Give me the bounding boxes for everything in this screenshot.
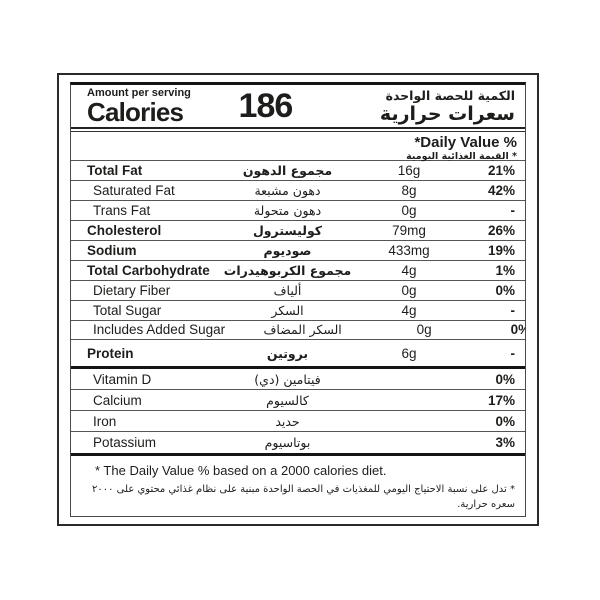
nutrient-row-calcium: Calcium كالسيوم 17% — [71, 390, 525, 412]
nutrition-table: Amount per serving Calories 186 الكمية ل… — [70, 82, 526, 517]
nutrient-percent: - — [510, 202, 516, 218]
nutrient-row-protein: Protein بروتين 6g - — [71, 340, 525, 366]
nutrient-name-ar: مجموع الكربوهيدرات — [223, 262, 352, 278]
nutrient-amount: 16g — [397, 162, 421, 178]
nutrient-name-ar: السكر — [271, 302, 304, 318]
footnotes: * The Daily Value % based on a 2000 calo… — [71, 456, 525, 516]
nutrient-name-en: Cholesterol — [87, 222, 162, 238]
calories-header-en: Amount per serving Calories — [87, 87, 191, 127]
nutrient-percent: 42% — [487, 182, 515, 198]
nutrient-percent: 1% — [495, 262, 515, 278]
nutrient-name-ar: دهون مشبعة — [254, 182, 321, 198]
nutrient-percent: 21% — [487, 162, 515, 178]
calories-label-en: Calories — [87, 97, 184, 127]
nutrient-row-vitamin-d: Vitamin D فيتامين (دي) 0% — [71, 369, 525, 391]
nutrient-name-ar: بروتين — [266, 345, 309, 361]
nutrient-row-total-fat: Total Fat مجموع الدهون 16g 21% — [71, 161, 525, 181]
nutrient-row-total-carbohydrate: Total Carbohydrate مجموع الكربوهيدرات 4g… — [71, 261, 525, 281]
nutrient-amount: 4g — [401, 262, 417, 278]
header-divider — [71, 127, 525, 132]
calories-header-ar: الكمية للحصة الواحدة سعرات حرارية — [380, 88, 515, 125]
nutrient-percent: 0% — [495, 413, 515, 429]
nutrient-amount: 4g — [401, 302, 417, 318]
nutrient-row-iron: Iron حديد 0% — [71, 411, 525, 433]
nutrient-percent: 3% — [495, 435, 515, 451]
nutrient-name-en: Total Carbohydrate — [87, 262, 210, 278]
nutrient-percent: 0% — [495, 371, 515, 387]
nutrient-name-en: Iron — [93, 413, 117, 429]
nutrient-name-ar: مجموع الدهون — [242, 162, 333, 178]
nutrient-row-sodium: Sodium صوديوم 433mg 19% — [71, 241, 525, 261]
nutrient-name-en: Trans Fat — [93, 202, 151, 218]
nutrient-name-en: Calcium — [93, 392, 142, 408]
nutrient-name-en: Sodium — [87, 242, 137, 258]
nutrient-name-en: Total Fat — [87, 162, 143, 178]
nutrient-percent: - — [510, 345, 516, 361]
nutrient-percent: 26% — [487, 222, 515, 238]
nutrient-amount: 433mg — [388, 242, 430, 258]
nutrient-row-saturated-fat: Saturated Fat دهون مشبعة 8g 42% — [71, 181, 525, 201]
nutrient-name-ar: كوليسترول — [252, 222, 323, 238]
nutrient-percent: 19% — [487, 242, 515, 258]
nutrient-name-ar: حديد — [275, 413, 300, 429]
nutrient-name-en: Potassium — [93, 435, 157, 451]
nutrient-amount: 0g — [401, 282, 417, 298]
nutrition-label: Amount per serving Calories 186 الكمية ل… — [57, 73, 539, 526]
nutrient-name-ar: ألياف — [273, 282, 302, 298]
daily-value-block: *Daily Value % * القيمة الغذائية اليومية — [71, 132, 525, 162]
footnote-ar: * تدل على نسبة الاحتياج اليومي للمغذيات … — [92, 484, 515, 511]
micronutrients-section: Vitamin D فيتامين (دي) 0% Calcium كالسيو… — [71, 369, 525, 453]
nutrient-name-en: Dietary Fiber — [93, 282, 171, 298]
daily-value-label-en: *Daily Value % — [414, 133, 517, 151]
label-header: Amount per serving Calories 186 الكمية ل… — [71, 85, 525, 127]
nutrient-row-total-sugar: Total Sugar السكر 4g - — [71, 301, 525, 321]
nutrient-name-ar: صوديوم — [263, 242, 312, 258]
nutrient-name-en: Includes Added Sugar — [93, 322, 226, 338]
calories-value: 186 — [238, 87, 294, 125]
nutrient-amount: 8g — [401, 182, 417, 198]
nutrient-row-trans-fat: Trans Fat دهون متحولة 0g - — [71, 201, 525, 221]
nutrient-name-ar: بوتاسيوم — [264, 435, 311, 451]
nutrient-name-ar: السكر المضاف — [263, 322, 342, 338]
nutrient-amount: 0g — [416, 322, 432, 338]
nutrient-percent: 0% — [510, 322, 525, 338]
nutrient-row-potassium: Potassium بوتاسيوم 3% — [71, 432, 525, 453]
nutrient-name-ar: دهون متحولة — [253, 202, 322, 218]
nutrient-amount: 6g — [401, 345, 417, 361]
calories-label-ar: سعرات حرارية — [379, 102, 515, 125]
nutrient-percent: 17% — [487, 392, 515, 408]
nutrient-percent: 0% — [495, 282, 515, 298]
nutrient-row-added-sugar: Includes Added Sugar السكر المضاف 0g 0% — [71, 321, 525, 341]
nutrient-name-ar: فيتامين (دي) — [254, 371, 321, 387]
nutrient-row-dietary-fiber: Dietary Fiber ألياف 0g 0% — [71, 281, 525, 301]
amount-per-serving-label: Amount per serving — [87, 87, 191, 99]
nutrient-name-en: Saturated Fat — [93, 182, 175, 198]
nutrient-name-en: Protein — [87, 345, 134, 361]
nutrient-row-cholesterol: Cholesterol كوليسترول 79mg 26% — [71, 221, 525, 241]
amount-per-serving-label-ar: الكمية للحصة الواحدة — [385, 87, 515, 103]
nutrient-name-en: Vitamin D — [93, 371, 152, 387]
nutrient-amount: 79mg — [392, 222, 426, 238]
nutrient-percent: - — [510, 302, 516, 318]
nutrient-name-ar: كالسيوم — [266, 392, 309, 408]
daily-value-label-ar: * القيمة الغذائية اليومية — [406, 150, 517, 162]
nutrient-amount: 0g — [401, 202, 417, 218]
footnote-en: * The Daily Value % based on a 2000 calo… — [95, 463, 387, 479]
nutrient-name-en: Total Sugar — [93, 302, 162, 318]
section-divider — [71, 366, 525, 370]
section-divider — [71, 453, 525, 457]
